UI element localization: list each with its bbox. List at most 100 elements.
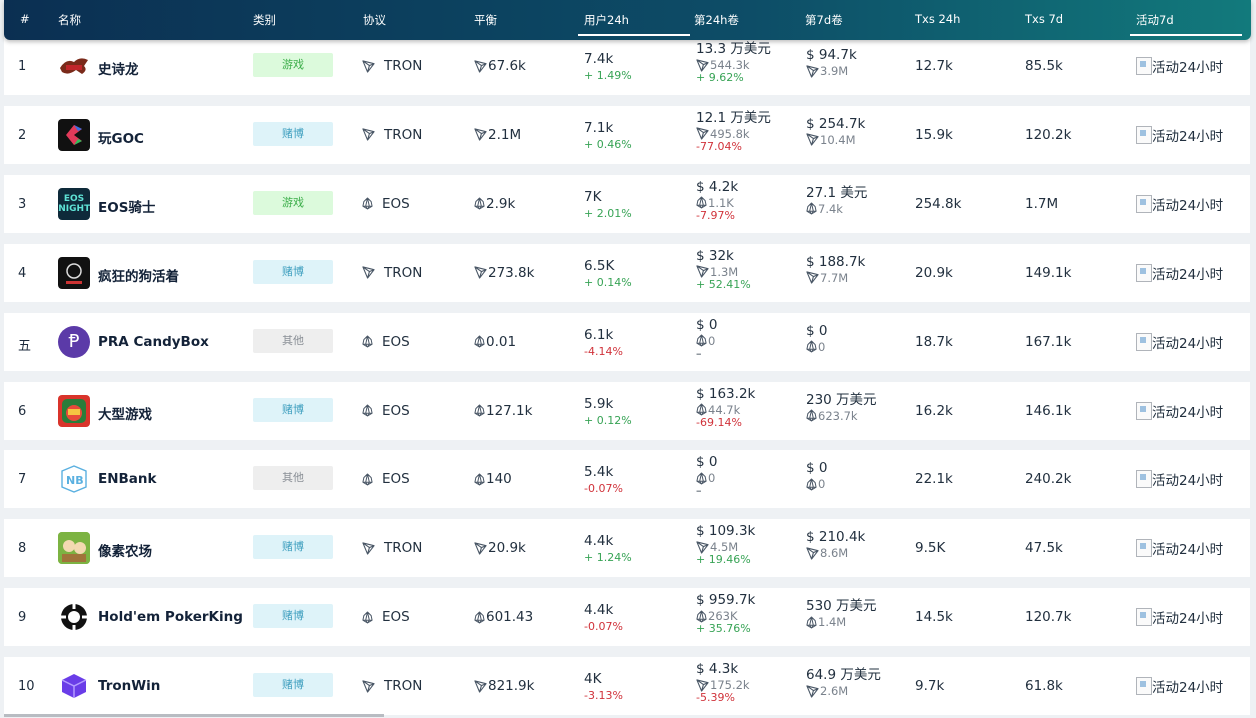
goc-logo[interactable] bbox=[58, 118, 90, 151]
txs-24h: 18.7k bbox=[915, 333, 953, 350]
activity-chart-image[interactable]: 活动24小时 bbox=[1136, 194, 1223, 214]
activity-chart-image[interactable]: 活动24小时 bbox=[1136, 538, 1223, 558]
activity-chart-image[interactable]: 活动24小时 bbox=[1136, 263, 1223, 283]
balance: 0.01 bbox=[474, 334, 516, 350]
tron-icon bbox=[474, 542, 487, 555]
activity-chart-image[interactable]: 活动24小时 bbox=[1136, 125, 1223, 145]
tronwin-logo[interactable] bbox=[58, 670, 90, 703]
volume-24h-change: + 19.46% bbox=[696, 553, 751, 567]
volume-7d-coin: 8.6M bbox=[806, 546, 865, 560]
dapp-name-link[interactable]: Hold'em PokerKing bbox=[98, 609, 243, 626]
eos-icon bbox=[806, 202, 817, 215]
users-value: 7K bbox=[584, 188, 602, 205]
eos-icon bbox=[362, 404, 373, 417]
table-row[interactable]: 4 疯狂的狗活着 赌博 TRON 273.8k 6.5K + 0.14% $ 3… bbox=[4, 243, 1250, 302]
dapp-name-link[interactable]: 玩GOC bbox=[98, 130, 144, 147]
enbank-logo[interactable]: NB bbox=[58, 463, 90, 496]
table-row[interactable]: 8 像素农场 赌博 TRON 20.9k 4.4k + 1.24% $ 109.… bbox=[4, 519, 1250, 578]
crazy-dog-logo[interactable] bbox=[58, 256, 90, 289]
dapp-name-link[interactable]: 史诗龙 bbox=[98, 62, 139, 78]
dragon-logo[interactable] bbox=[58, 50, 90, 82]
col-rank: # bbox=[20, 12, 30, 26]
activity-chart-image[interactable]: 活动24小时 bbox=[1136, 401, 1223, 421]
col-activity-7d[interactable]: 活动7d bbox=[1130, 13, 1241, 36]
col-volume-7d[interactable]: 第7d卷 bbox=[805, 13, 843, 27]
volume-24h-usd: $ 109.3k bbox=[696, 523, 756, 540]
table-row[interactable]: 7 NB ENBank 其他 EOS 140 5.4k -0.07% $ 0 0… bbox=[4, 450, 1250, 509]
table-row[interactable]: 10 TronWin 赌博 TRON 821.9k 4K -3.13% $ 4.… bbox=[4, 657, 1250, 716]
category-badge[interactable]: 赌博 bbox=[253, 535, 333, 560]
horizontal-scrollbar[interactable] bbox=[4, 714, 384, 717]
volume-24h-usd: 13.3 万美元 bbox=[696, 41, 771, 57]
activity-alt-text: 活动24小时 bbox=[1152, 611, 1224, 628]
users-change: -3.13% bbox=[584, 689, 623, 703]
category-badge[interactable]: 赌博 bbox=[253, 121, 333, 146]
tron-icon bbox=[696, 678, 709, 692]
category-badge[interactable]: 其他 bbox=[253, 328, 333, 353]
activity-chart-image[interactable]: 活动24小时 bbox=[1136, 332, 1223, 352]
col-users-24h[interactable]: 用户24h bbox=[578, 13, 690, 36]
activity-chart-image[interactable]: 活动24小时 bbox=[1136, 676, 1223, 696]
dapp-name-link[interactable]: EOS骑士 bbox=[98, 199, 156, 216]
volume-24h: $ 163.2k 44.7k -69.14% bbox=[696, 385, 755, 429]
col-txs-24h[interactable]: Txs 24h bbox=[915, 12, 961, 26]
txs-7d: 120.7k bbox=[1025, 609, 1072, 626]
col-txs-7d[interactable]: Txs 7d bbox=[1025, 12, 1064, 26]
table-row[interactable]: 2 玩GOC 赌博 TRON 2.1M 7.1k + 0.46% 12.1 万美… bbox=[4, 105, 1250, 164]
txs-24h: 15.9k bbox=[915, 126, 953, 143]
activity-chart-image[interactable]: 活动24小时 bbox=[1136, 469, 1223, 489]
category-badge[interactable]: 游戏 bbox=[253, 190, 333, 215]
rank-number: 4 bbox=[18, 265, 27, 281]
balance-value: 601.43 bbox=[486, 609, 534, 626]
col-protocol[interactable]: 协议 bbox=[363, 13, 386, 27]
users-value: 6.1k bbox=[584, 326, 614, 343]
dapp-name-link[interactable]: TronWin bbox=[98, 678, 161, 695]
col-name[interactable]: 名称 bbox=[58, 13, 81, 27]
dapp-name-link[interactable]: 大型游戏 bbox=[98, 406, 152, 423]
category-badge[interactable]: 赌博 bbox=[253, 673, 333, 698]
eos-knights-logo[interactable]: EOSKNIGHTS bbox=[58, 187, 90, 220]
tron-icon bbox=[696, 541, 709, 554]
users-24h: 4.4k -0.07% bbox=[584, 602, 623, 633]
eos-icon bbox=[806, 409, 817, 422]
dapp-name-link[interactable]: ENBank bbox=[98, 471, 157, 488]
volume-24h: $ 0 0 – bbox=[696, 316, 717, 360]
pokerking-logo[interactable] bbox=[58, 601, 90, 634]
category-badge[interactable]: 游戏 bbox=[253, 53, 333, 77]
volume-7d-coin: 0 bbox=[806, 477, 827, 491]
dapp-name-link[interactable]: 像素农场 bbox=[98, 544, 152, 561]
category-badge[interactable]: 赌博 bbox=[253, 397, 333, 422]
table-row[interactable]: 6 大型游戏 赌博 EOS 127.1k 5.9k + 0.12% $ 163.… bbox=[4, 381, 1250, 440]
volume-7d-usd: 64.9 万美元 bbox=[806, 667, 881, 684]
pixel-farm-logo[interactable] bbox=[58, 532, 90, 565]
table-row[interactable]: 3 EOSKNIGHTS EOS骑士 游戏 EOS 2.9k 7K + 2.01… bbox=[4, 174, 1250, 233]
table-row[interactable]: 五 Ᵽ PRA CandyBox 其他 EOS 0.01 6.1k -4.14%… bbox=[4, 312, 1250, 371]
txs-24h: 9.7k bbox=[915, 678, 945, 695]
activity-alt-text: 活动24小时 bbox=[1152, 128, 1224, 145]
col-category[interactable]: 类别 bbox=[253, 13, 276, 27]
dapp-name-link[interactable]: 疯狂的狗活着 bbox=[98, 268, 179, 285]
category-badge[interactable]: 赌博 bbox=[253, 604, 333, 629]
dapp-name-link[interactable]: PRA CandyBox bbox=[98, 333, 209, 350]
activity-chart-image[interactable]: 活动24小时 bbox=[1136, 56, 1223, 76]
broken-image-icon bbox=[1136, 539, 1152, 558]
volume-7d-coin-value: 623.7k bbox=[818, 408, 858, 423]
big-game-logo[interactable] bbox=[58, 394, 90, 427]
category-badge[interactable]: 其他 bbox=[253, 466, 333, 491]
volume-7d: 530 万美元 1.4M bbox=[806, 597, 877, 629]
balance: 2.9k bbox=[474, 196, 515, 212]
volume-7d: $ 254.7k 10.4M bbox=[806, 115, 865, 147]
activity-alt-text: 活动24小时 bbox=[1152, 542, 1224, 559]
txs-24h: 12.7k bbox=[915, 58, 953, 74]
col-volume-24h[interactable]: 第24h卷 bbox=[694, 13, 739, 27]
protocol-label: TRON bbox=[384, 540, 423, 557]
pra-candybox-logo[interactable]: Ᵽ bbox=[58, 325, 90, 358]
category-badge[interactable]: 赌博 bbox=[253, 259, 333, 284]
tron-icon bbox=[362, 266, 375, 279]
table-row[interactable]: 9 Hold'em PokerKing 赌博 EOS 601.43 4.4k -… bbox=[4, 588, 1250, 647]
table-row[interactable]: 1 史诗龙 游戏 TRON 67.6k 7.4k + 1.49% 13.3 万美… bbox=[4, 37, 1250, 95]
col-balance[interactable]: 平衡 bbox=[474, 13, 497, 27]
volume-24h-usd: $ 0 bbox=[696, 454, 718, 471]
activity-chart-image[interactable]: 活动24小时 bbox=[1136, 607, 1223, 627]
activity-alt-text: 活动24小时 bbox=[1152, 473, 1224, 490]
